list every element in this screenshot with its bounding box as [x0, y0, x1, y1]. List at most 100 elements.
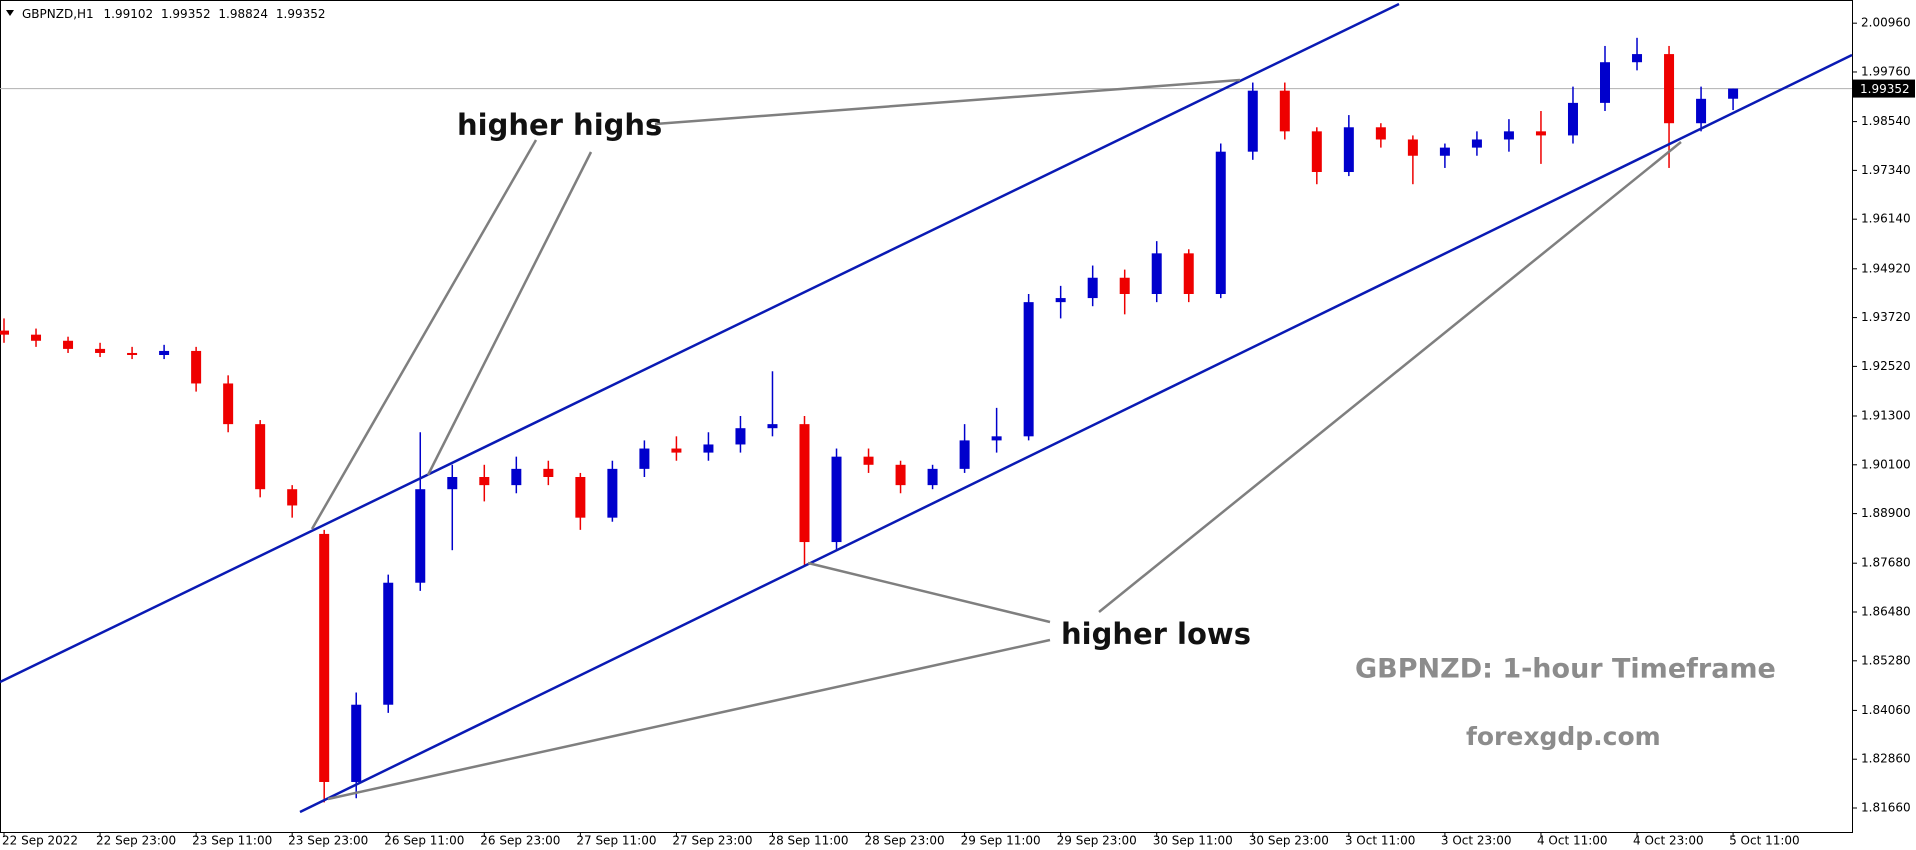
candle-body: [95, 348, 106, 353]
candle-body: [479, 476, 490, 486]
x-tick-label: 22 Sep 23:00: [96, 834, 176, 848]
candle-body: [319, 533, 330, 782]
candle-body: [1632, 54, 1643, 63]
candle-body: [1471, 139, 1482, 148]
candle-body: [415, 489, 426, 583]
y-tick-label: 1.97340: [1861, 163, 1911, 177]
candle-body: [703, 444, 714, 453]
candle-body: [223, 383, 234, 425]
x-tick-label: 22 Sep 2022: [2, 834, 78, 848]
y-tick-label: 1.87680: [1861, 556, 1911, 570]
pointer-line: [310, 139, 538, 530]
candle-body: [0, 330, 9, 335]
y-tick-label: 1.96140: [1861, 212, 1911, 226]
candle-body: [1407, 139, 1418, 156]
y-tick-label: 1.90100: [1861, 457, 1911, 471]
header-high: 1.99352: [161, 7, 211, 21]
candle-body: [1151, 253, 1162, 295]
y-tick-label: 1.91300: [1861, 409, 1911, 423]
pointer-lines: [310, 78, 1682, 801]
candle-body: [287, 489, 298, 506]
x-tick-label: 27 Sep 23:00: [672, 834, 752, 848]
candle-body: [1535, 131, 1546, 136]
y-tick-label: 1.93720: [1861, 310, 1911, 324]
candle-body: [1023, 302, 1034, 437]
current-price-box: [1853, 79, 1915, 98]
candle-body: [1600, 62, 1610, 103]
candle-body: [1728, 88, 1739, 99]
lower-channel-line: [299, 53, 1853, 814]
x-tick-label: 26 Sep 11:00: [384, 834, 464, 848]
candle-body: [1119, 277, 1130, 295]
candle-body: [639, 448, 650, 469]
candle-body: [1247, 90, 1258, 152]
annotation: higher lows: [1061, 617, 1251, 651]
candle-body: [255, 424, 266, 490]
candle-body: [1375, 127, 1386, 140]
symbol-header: GBPNZD,H1 1.99102 1.99352 1.98824 1.9935…: [22, 7, 326, 21]
x-tick-label: 27 Sep 11:00: [576, 834, 656, 848]
annotation: higher highs: [457, 108, 662, 142]
x-tick-label: 30 Sep 23:00: [1249, 834, 1329, 848]
x-tick-label: 30 Sep 11:00: [1153, 834, 1233, 848]
y-tick-label: 1.82860: [1861, 752, 1911, 766]
candle-body: [1055, 298, 1066, 303]
candle-body: [1279, 90, 1290, 132]
candle-body: [1183, 253, 1194, 295]
candle-body: [895, 464, 906, 486]
y-tick-label: 1.94920: [1861, 261, 1911, 275]
candle-body: [383, 582, 394, 705]
candle-body: [575, 476, 586, 518]
candle-body: [1567, 102, 1578, 136]
x-tick-label: 29 Sep 11:00: [961, 834, 1041, 848]
symbol: GBPNZD,H1: [22, 7, 94, 21]
candle-body: [1215, 151, 1226, 295]
candle-body: [1087, 277, 1098, 299]
y-tick-label: 1.86480: [1861, 605, 1911, 619]
x-tick-label: 23 Sep 23:00: [288, 834, 368, 848]
candle-body: [863, 456, 874, 465]
plot-layer: 2.00960 1.99760 1.98540 1.97340 1.96140 1.949…: [0, 16, 1911, 848]
candle-body: [831, 456, 842, 543]
candle-body: [511, 468, 522, 486]
x-tick-label: 28 Sep 23:00: [865, 834, 945, 848]
header-low: 1.98824: [218, 7, 268, 21]
pointer-line: [807, 561, 1051, 624]
y-tick-label: 1.84060: [1861, 703, 1911, 717]
candle-body: [671, 448, 682, 453]
candle-body: [447, 476, 458, 490]
y-tick-label: 1.88900: [1861, 506, 1911, 520]
y-tick-label: 2.00960: [1861, 16, 1911, 30]
candle-body: [767, 424, 778, 429]
candle-body: [127, 352, 138, 356]
y-tick-label: 1.98540: [1861, 114, 1911, 128]
x-tick-label: 29 Sep 23:00: [1057, 834, 1137, 848]
candle-body: [799, 424, 810, 543]
candle-body: [1343, 127, 1354, 173]
annotation: GBPNZD: 1-hour Timeframe: [1355, 654, 1776, 685]
candle-body: [351, 704, 362, 782]
pointer-line: [1098, 141, 1682, 613]
y-tick-label: 1.92520: [1861, 359, 1911, 373]
candle-body: [1311, 131, 1322, 173]
candle-body: [991, 436, 1002, 441]
y-tick-label: 1.81660: [1861, 801, 1911, 815]
y-tick-label: 1.99760: [1861, 64, 1911, 78]
candle-body: [63, 340, 74, 349]
candle-body: [1664, 54, 1675, 124]
header-icon: [6, 10, 14, 16]
candle-body: [735, 428, 746, 445]
pointer-line: [654, 78, 1241, 126]
candle-body: [1503, 131, 1514, 140]
x-tick-label: 4 Oct 23:00: [1633, 834, 1704, 848]
candle-body: [191, 350, 202, 384]
x-tick-label: 23 Sep 11:00: [192, 834, 272, 848]
y-tick-label: 1.85280: [1861, 653, 1911, 667]
candle-body: [31, 334, 42, 341]
candle-body: [1696, 98, 1707, 124]
candle-body: [159, 350, 170, 356]
x-tick-label: 28 Sep 11:00: [768, 834, 848, 848]
upper-channel-line: [0, 2, 1400, 684]
candle-body: [959, 440, 970, 469]
